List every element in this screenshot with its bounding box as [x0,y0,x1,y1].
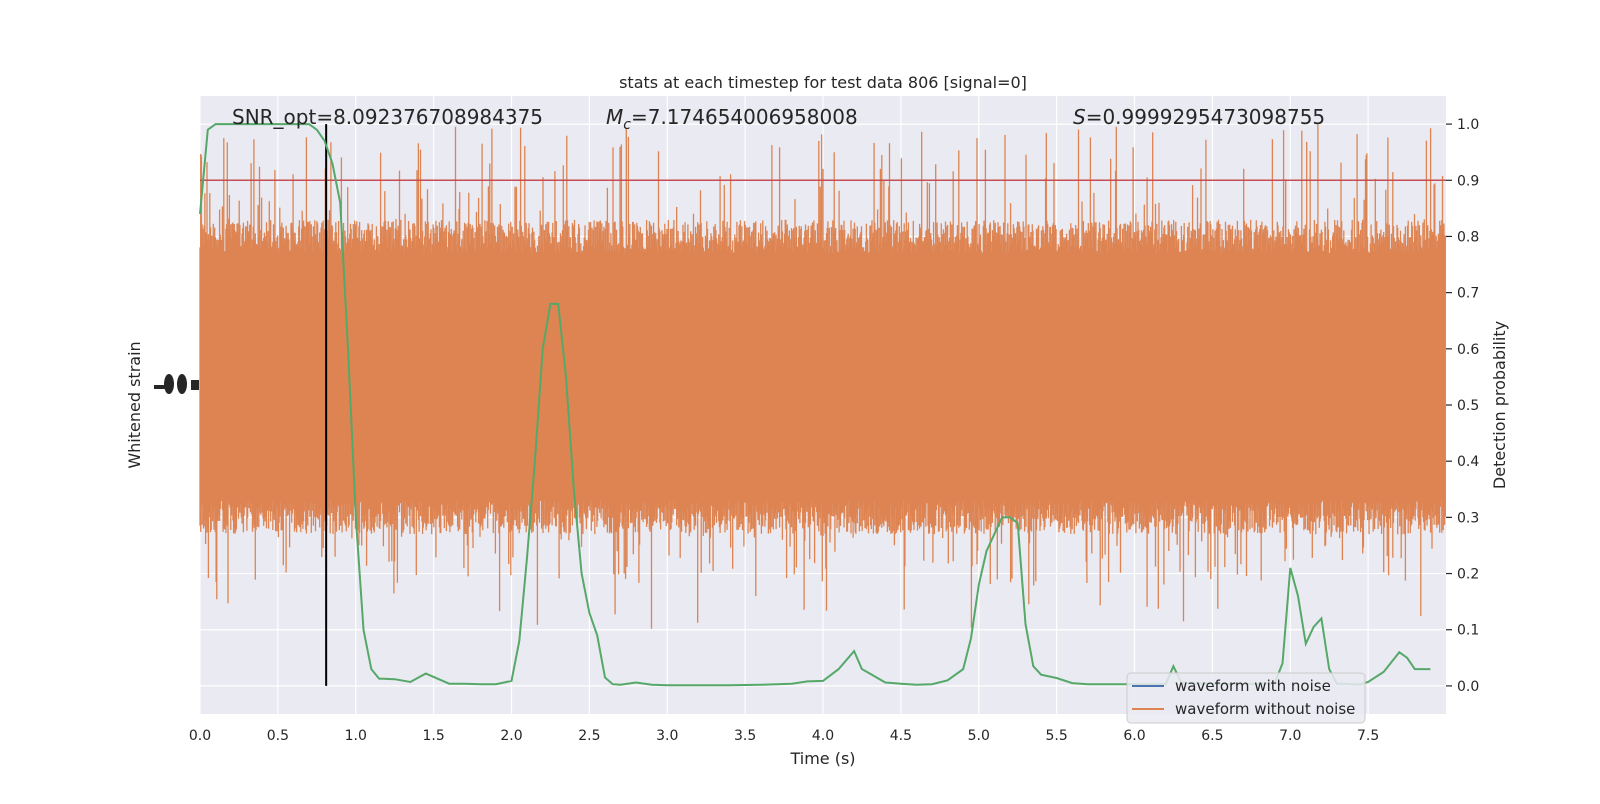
detection-probability-line [199,123,1431,687]
y-tick-label-10: 1.0 [1457,117,1479,133]
x-tick-label-12: 6.0 [1123,728,1145,744]
mc-symbol: M [606,105,623,129]
mc-subscript: c [623,117,631,133]
y-tick-label-5: 0.5 [1457,398,1479,414]
x-axis-label: Time (s) [789,749,855,768]
x-tick-label-4: 2.0 [500,728,522,744]
y-tick-label-6: 0.6 [1457,342,1479,358]
x-tick-label-7: 3.5 [734,728,756,744]
left-axis-label: Whitened strain [125,341,144,468]
snr-annotation: SNR_opt=8.092376708984375 [232,105,543,129]
x-tick-label-14: 7.0 [1279,728,1301,744]
x-tick-label-1: 0.5 [267,728,289,744]
x-tick-label-11: 5.5 [1045,728,1067,744]
x-tick-label-0: 0.0 [189,728,211,744]
y-tick-label-7: 0.7 [1457,286,1479,302]
y-right-axis-ticks: 0.0 0.1 0.2 0.3 0.4 0.5 0.6 0.7 0.8 0.9 1.0 [1446,117,1479,695]
s-symbol: S [1073,105,1086,129]
y-tick-label-4: 0.4 [1457,454,1479,470]
left-axis-tick-clutter [154,374,199,394]
x-tick-label-2: 1.0 [345,728,367,744]
waveform-without-noise-trace [199,124,1446,629]
x-axis-ticks: 0.0 0.5 1.0 1.5 2.0 2.5 3.0 3.5 4.0 4.5 5.0 5.5 6.0 6… [189,728,1379,744]
right-axis-label: Detection probability [1490,321,1509,489]
y-tick-label-8: 0.8 [1457,229,1479,245]
x-tick-label-5: 2.5 [578,728,600,744]
y-tick-label-2: 0.2 [1457,567,1479,583]
legend-label-with-noise: waveform with noise [1175,677,1331,695]
x-tick-label-3: 1.5 [422,728,444,744]
legend: waveform with noise waveform without noi… [1126,672,1366,724]
x-tick-label-10: 5.0 [968,728,990,744]
mc-value: =7.174654006958008 [631,105,858,129]
x-tick-label-6: 3.0 [656,728,678,744]
chart-title: stats at each timestep for test data 806… [619,73,1027,92]
x-tick-label-15: 7.5 [1357,728,1379,744]
s-value: =0.9999295473098755 [1086,105,1325,129]
s-annotation: S=0.9999295473098755 [1073,105,1325,129]
legend-box [1126,672,1366,724]
legend-label-without-noise: waveform without noise [1175,700,1355,718]
y-tick-label-1: 0.1 [1457,623,1479,639]
x-tick-label-9: 4.5 [890,728,912,744]
x-tick-label-8: 4.0 [812,728,834,744]
y-tick-label-3: 0.3 [1457,510,1479,526]
waveform-without-noise-series [199,124,1446,629]
mc-annotation: Mc=7.174654006958008 [606,105,858,133]
y-tick-label-0: 0.0 [1457,679,1479,695]
x-tick-label-13: 6.5 [1201,728,1223,744]
y-tick-label-9: 0.9 [1457,173,1479,189]
